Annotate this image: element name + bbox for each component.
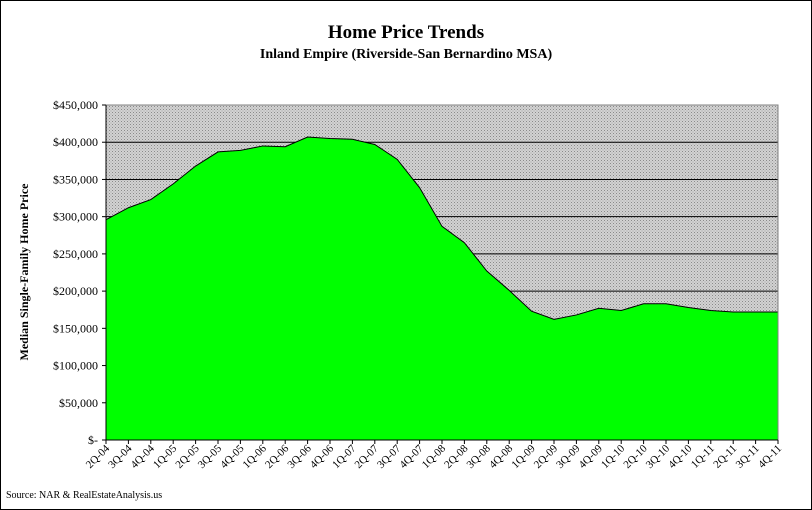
x-tick-label: 3Q-06: [285, 442, 314, 471]
y-tick-label: $-: [88, 433, 98, 447]
x-tick-label: 3Q-05: [196, 442, 225, 471]
y-axis-label: Median Single-Family Home Price: [17, 183, 31, 361]
x-tick-label: 4Q-11: [756, 443, 784, 471]
y-tick-label: $400,000: [53, 135, 98, 149]
x-tick-label: 1Q-09: [509, 442, 538, 471]
y-tick-label: $150,000: [53, 321, 98, 335]
x-tick-label: 2Q-07: [353, 442, 382, 471]
x-tick-label: 2Q-10: [621, 442, 650, 471]
x-tick-label: 1Q-11: [689, 443, 717, 471]
x-tick-label: 1Q-10: [599, 442, 628, 471]
x-tick-label: 2Q-08: [442, 442, 471, 471]
y-tick-labels: $- $50,000 $100,000 $150,000 $200,000 $250,00…: [53, 98, 98, 447]
area-fill: [106, 137, 778, 440]
y-tick-label: $200,000: [53, 284, 98, 298]
y-tick-label: $350,000: [53, 172, 98, 186]
x-tick-label: 4Q-07: [397, 442, 426, 471]
x-tick-label: 4Q-10: [666, 442, 695, 471]
y-tick-label: $300,000: [53, 210, 98, 224]
x-tick-label: 2Q-11: [711, 443, 739, 471]
x-tick-label: 3Q-08: [465, 442, 494, 471]
x-tick-labels: 2Q-043Q-044Q-041Q-052Q-053Q-054Q-051Q-06…: [84, 442, 784, 471]
y-tick-label: $450,000: [53, 98, 98, 112]
x-tick-label: 1Q-06: [241, 442, 270, 471]
x-tick-label: 1Q-07: [330, 442, 359, 471]
x-tick-label: 1Q-05: [151, 442, 180, 471]
source-note: Source: NAR & RealEstateAnalysis.us: [6, 490, 162, 501]
x-tick-label: 3Q-10: [644, 442, 673, 471]
area-series: [105, 136, 778, 440]
chart-subtitle: Inland Empire (Riverside-San Bernardino …: [260, 47, 553, 62]
x-tick-label: 4Q-04: [129, 442, 158, 471]
axes: [102, 104, 779, 444]
x-tick-label: 3Q-07: [375, 442, 404, 471]
y-tick-label: $50,000: [59, 396, 98, 410]
x-tick-label: 1Q-08: [420, 442, 449, 471]
x-tick-label: 2Q-09: [532, 442, 561, 471]
x-tick-label: 3Q-09: [554, 442, 583, 471]
x-tick-label: 3Q-04: [106, 442, 135, 471]
x-tick-label: 4Q-08: [487, 442, 516, 471]
x-tick-label: 2Q-06: [263, 442, 292, 471]
x-tick-label: 4Q-05: [218, 442, 247, 471]
x-tick-label: 3Q-11: [734, 443, 762, 471]
x-tick-label: 4Q-09: [577, 442, 606, 471]
area-line: [105, 136, 778, 320]
y-tick-label: $100,000: [53, 359, 98, 373]
x-tick-label: 2Q-05: [173, 442, 202, 471]
chart-title: Home Price Trends: [328, 22, 484, 43]
y-tick-label: $250,000: [53, 247, 98, 261]
x-tick-label: 4Q-06: [308, 442, 337, 471]
